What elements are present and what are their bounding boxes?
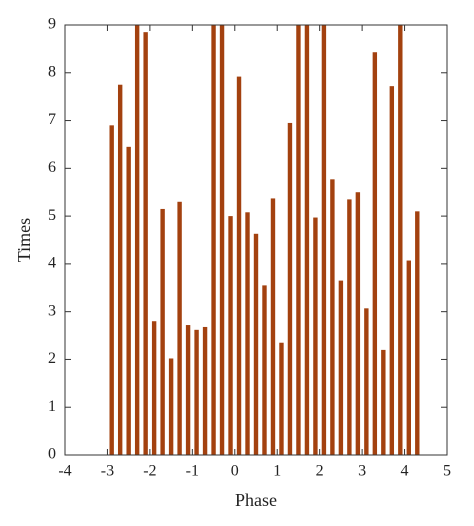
bar xyxy=(389,86,395,456)
bar xyxy=(415,211,420,455)
x-tick-label: -3 xyxy=(101,463,114,480)
bar xyxy=(168,358,174,455)
bar xyxy=(296,25,301,455)
bar xyxy=(321,25,327,455)
y-tick-label: 6 xyxy=(48,159,56,176)
bar xyxy=(270,198,276,455)
bar xyxy=(279,342,284,455)
y-tick-label: 2 xyxy=(48,350,56,367)
bar xyxy=(398,25,403,455)
plot-frame xyxy=(64,24,448,456)
y-tick-label: 1 xyxy=(48,398,56,415)
x-tick-label: 2 xyxy=(316,463,324,480)
x-tick-label: 1 xyxy=(273,463,281,480)
y-tick-label: 9 xyxy=(48,16,56,33)
bar xyxy=(245,212,250,455)
bar xyxy=(126,146,131,456)
bar xyxy=(287,122,293,455)
y-tick-label: 3 xyxy=(48,302,56,319)
bar xyxy=(211,25,216,455)
x-tick-label: 3 xyxy=(358,463,366,480)
bar xyxy=(406,260,411,455)
bar xyxy=(355,192,361,455)
y-tick-label: 4 xyxy=(48,255,56,272)
bar xyxy=(194,329,199,455)
x-tick-label: 5 xyxy=(443,463,451,480)
bar xyxy=(134,25,140,455)
bar xyxy=(177,201,182,455)
bar xyxy=(228,216,233,455)
bar xyxy=(304,25,310,455)
bar xyxy=(330,179,335,456)
x-tick-label: 4 xyxy=(401,463,409,480)
y-tick-label: 0 xyxy=(48,446,56,463)
bar xyxy=(381,349,386,455)
x-tick-label: -2 xyxy=(143,463,156,480)
x-tick-label: -1 xyxy=(186,463,199,480)
bar xyxy=(219,25,225,455)
y-tick-label: 8 xyxy=(48,63,56,80)
y-tick-label: 7 xyxy=(48,111,56,128)
bar xyxy=(313,217,318,455)
bar xyxy=(185,325,191,455)
bar xyxy=(262,285,267,455)
bar xyxy=(117,84,123,455)
bar xyxy=(151,321,157,455)
x-tick-label: 0 xyxy=(231,463,239,480)
y-axis-label: Times xyxy=(14,218,34,262)
x-tick-label: -4 xyxy=(58,463,71,480)
bar xyxy=(202,326,208,455)
bar xyxy=(347,199,352,455)
bar xyxy=(236,76,242,455)
y-tick-label: 5 xyxy=(48,207,56,224)
bar xyxy=(109,125,114,455)
bar xyxy=(372,52,378,455)
bar xyxy=(338,280,344,455)
bar xyxy=(253,233,259,455)
x-axis-label: Phase xyxy=(235,490,277,510)
bar xyxy=(364,308,369,455)
bar xyxy=(160,208,165,455)
bar xyxy=(143,32,148,456)
